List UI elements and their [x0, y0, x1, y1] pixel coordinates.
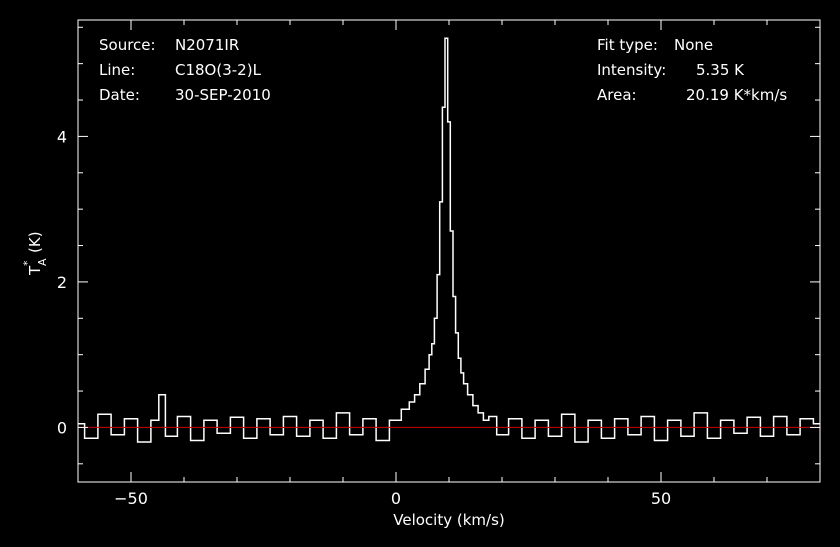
fit-type-label: Fit type: — [597, 36, 658, 54]
ticks-layer: −50 0 50 0 2 4 — [57, 20, 821, 508]
area-value: 20.19 K*km/s — [686, 86, 787, 104]
date-value: 30-SEP-2010 — [175, 86, 271, 104]
source-label: Source: — [99, 36, 156, 54]
x-tick-label: −50 — [114, 489, 148, 508]
y-axis-label-unit: (K) — [26, 231, 44, 253]
x-tick-label: 50 — [651, 489, 671, 508]
y-axis-label: T * A (K) — [21, 231, 49, 276]
date-label: Date: — [99, 86, 140, 104]
x-axis-label: Velocity (km/s) — [393, 511, 504, 529]
fit-type-value: None — [674, 36, 713, 54]
intensity-value: 5.35 K — [696, 61, 745, 79]
series-layer — [78, 37, 820, 443]
spectrum-series-line — [78, 37, 820, 443]
line-value: C18O(3-2)L — [175, 61, 262, 79]
y-tick-label: 2 — [57, 273, 67, 292]
area-label: Area: — [597, 86, 637, 104]
y-axis-label-sub: A — [36, 258, 49, 266]
line-label: Line: — [99, 61, 135, 79]
y-tick-label: 4 — [57, 127, 67, 146]
y-axis-label-sup: * — [21, 260, 34, 266]
source-value: N2071IR — [175, 36, 239, 54]
intensity-label: Intensity: — [597, 61, 666, 79]
y-axis-label-main: T — [26, 265, 44, 276]
x-tick-label: 0 — [391, 489, 401, 508]
y-tick-label: 0 — [57, 418, 67, 437]
